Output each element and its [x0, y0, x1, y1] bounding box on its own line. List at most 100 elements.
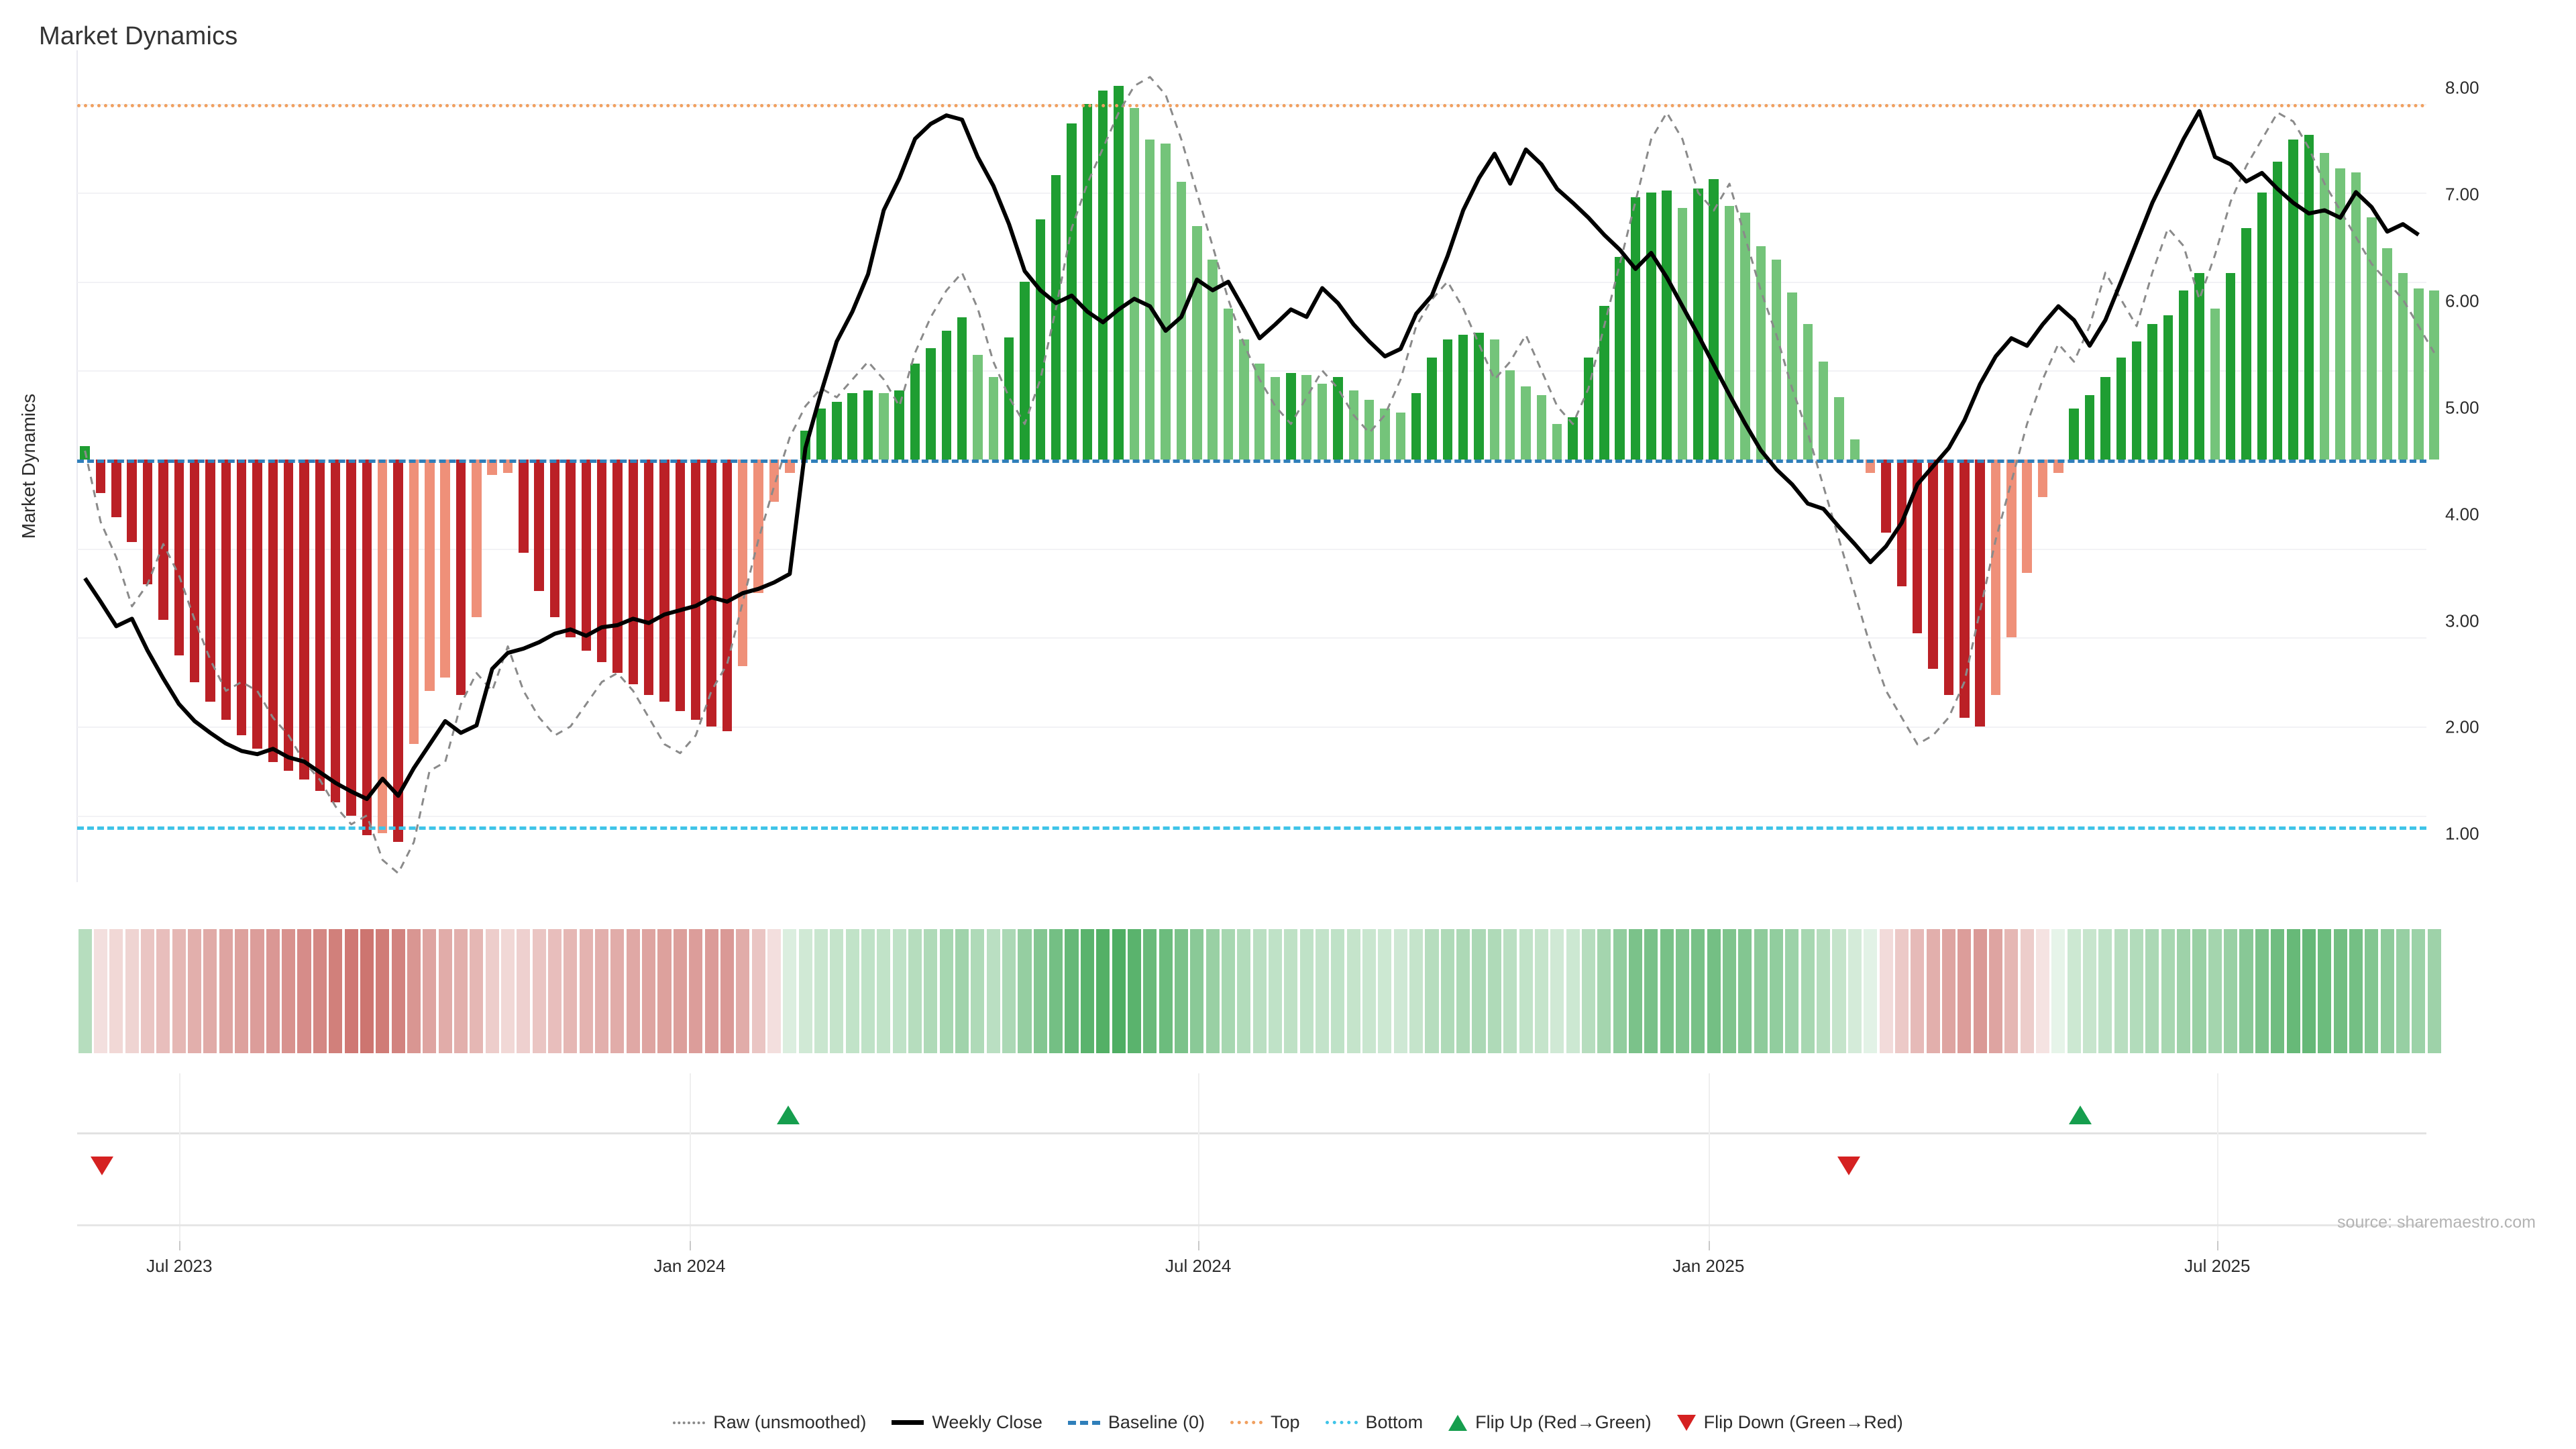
- heatmap-cell: [564, 929, 578, 1053]
- bar: [1301, 375, 1311, 460]
- heatmap-cell: [250, 929, 264, 1053]
- heatmap-cell: [1738, 929, 1752, 1053]
- heatmap-cell: [1832, 929, 1846, 1053]
- bottom-reference-line: [77, 826, 2426, 830]
- flip-marker-panel: [77, 1073, 2426, 1241]
- bar: [346, 460, 356, 816]
- page-title: Market Dynamics: [39, 22, 238, 51]
- heatmap-cell: [1847, 929, 1862, 1053]
- right-tick-label: 7.00: [2445, 184, 2479, 205]
- heatmap-cell: [2051, 929, 2065, 1053]
- bar: [1176, 181, 1187, 460]
- heatmap-cell: [360, 929, 374, 1053]
- legend-item[interactable]: Baseline (0): [1067, 1412, 1205, 1433]
- bar: [2116, 357, 2126, 460]
- legend-item[interactable]: Top: [1230, 1412, 1300, 1433]
- momentum-heatmap-strip: [77, 929, 2441, 1053]
- bar: [1615, 257, 1625, 460]
- x-gridline: [1198, 1073, 1200, 1241]
- bar: [1097, 90, 1108, 460]
- x-gridline: [2217, 1073, 2219, 1241]
- bar: [2084, 394, 2095, 460]
- bar: [1020, 281, 1030, 460]
- baseline-reference-line: [77, 460, 2426, 464]
- heatmap-cell: [1456, 929, 1470, 1053]
- right-tick-label: 4.00: [2445, 504, 2479, 525]
- bar: [95, 460, 106, 493]
- bar: [2225, 272, 2236, 460]
- bar: [299, 460, 309, 780]
- right-tick-label: 8.00: [2445, 77, 2479, 98]
- bar: [2100, 377, 2110, 460]
- bar: [1380, 408, 1390, 460]
- bar: [1990, 460, 2001, 696]
- heatmap-cell: [751, 929, 765, 1053]
- bar: [111, 460, 121, 518]
- heatmap-cell: [1628, 929, 1643, 1053]
- bar: [1928, 460, 1938, 669]
- x-gridline: [1708, 1073, 1710, 1241]
- triangle-down-icon: [1676, 1414, 1696, 1431]
- legend-item[interactable]: Weekly Close: [892, 1412, 1042, 1433]
- bar: [2382, 248, 2392, 460]
- main-plot-area: 0.80.60.40.20−0.2−0.4−0.6−0.8 8.007.006.…: [18, 50, 2479, 882]
- bar: [2272, 161, 2283, 460]
- bar: [1834, 397, 1844, 460]
- heatmap-cell: [1864, 929, 1878, 1053]
- bar: [706, 460, 716, 727]
- bar: [863, 390, 873, 460]
- legend-label: Flip Up (Red→Green): [1475, 1412, 1652, 1432]
- heatmap-cell: [1988, 929, 2002, 1053]
- bar: [879, 392, 889, 460]
- gridline: [77, 726, 2426, 728]
- right-tick-label: 2.00: [2445, 716, 2479, 737]
- bar: [722, 460, 733, 731]
- x-tick-label: Jan 2024: [653, 1256, 726, 1276]
- heatmap-cell: [1472, 929, 1486, 1053]
- bar: [816, 408, 826, 460]
- legend-item[interactable]: Raw (unsmoothed): [673, 1412, 866, 1433]
- bar: [643, 460, 654, 696]
- heatmap-cell: [767, 929, 781, 1053]
- triangle-up-icon: [1448, 1414, 1468, 1431]
- bar: [1505, 370, 1515, 460]
- heatmap-cell: [610, 929, 625, 1053]
- legend-item[interactable]: Flip Up (Red→Green): [1448, 1412, 1652, 1433]
- bar: [283, 460, 294, 771]
- bar: [847, 392, 857, 460]
- bar: [174, 460, 184, 655]
- heatmap-cell: [219, 929, 233, 1053]
- heatmap-cell: [2365, 929, 2379, 1053]
- right-tick-label: 3.00: [2445, 610, 2479, 631]
- flip-down-marker[interactable]: [91, 1157, 114, 1175]
- heatmap-cell: [579, 929, 593, 1053]
- bar: [1818, 362, 1829, 460]
- bar: [330, 460, 341, 802]
- heatmap-cell: [2396, 929, 2410, 1053]
- gridline: [77, 193, 2426, 195]
- heatmap-cell: [1926, 929, 1940, 1053]
- heatmap-cell: [845, 929, 859, 1053]
- heatmap-cell: [924, 929, 938, 1053]
- legend-item[interactable]: Flip Down (Green→Red): [1676, 1412, 1903, 1433]
- heatmap-cell: [282, 929, 296, 1053]
- x-gridline: [179, 1073, 181, 1241]
- bar: [2351, 172, 2361, 460]
- legend-item[interactable]: Bottom: [1325, 1412, 1423, 1433]
- heatmap-cell: [1503, 929, 1517, 1053]
- flip-down-marker[interactable]: [1837, 1157, 1860, 1175]
- heatmap-cell: [1957, 929, 1972, 1053]
- heatmap-cell: [266, 929, 280, 1053]
- heatmap-cell: [892, 929, 906, 1053]
- heatmap-cell: [1378, 929, 1392, 1053]
- flip-up-marker[interactable]: [776, 1106, 800, 1124]
- bar: [1849, 439, 1860, 460]
- flip-up-marker[interactable]: [2069, 1106, 2092, 1124]
- heatmap-cell: [423, 929, 437, 1053]
- heatmap-cell: [235, 929, 249, 1053]
- heatmap-cell: [313, 929, 327, 1053]
- heatmap-cell: [626, 929, 640, 1053]
- bar: [832, 401, 842, 460]
- heatmap-cell: [1331, 929, 1345, 1053]
- bar: [534, 460, 544, 591]
